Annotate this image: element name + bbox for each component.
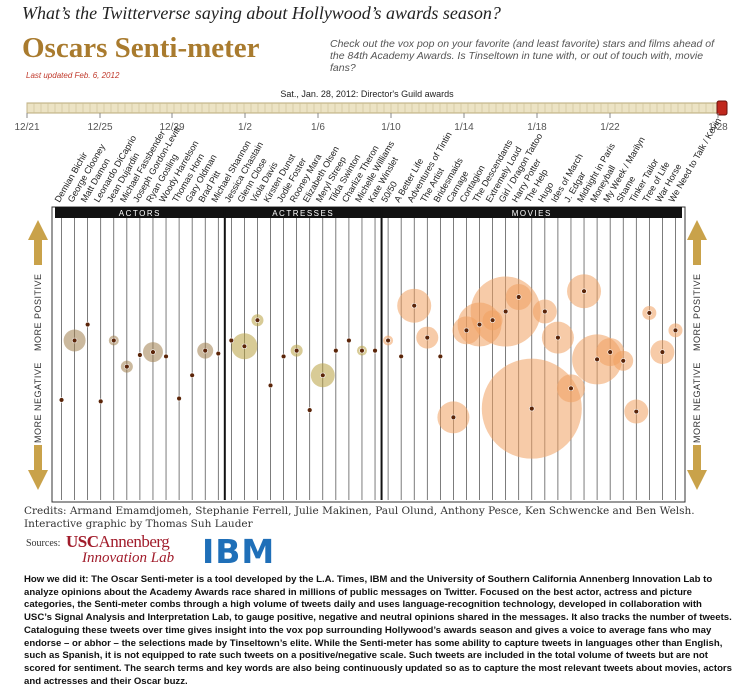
center-dot — [333, 347, 339, 354]
timeline-tick-label: 12/21 — [14, 122, 39, 133]
how-text: The Oscar Senti-meter is a tool develope… — [24, 574, 732, 687]
center-dot — [124, 363, 130, 370]
sources-label: Sources: — [26, 538, 61, 549]
center-dot — [529, 405, 535, 412]
center-dot — [98, 398, 104, 405]
center-dot — [476, 321, 483, 328]
group-header-label: ACTRESSES — [272, 209, 334, 218]
center-dot — [555, 334, 561, 341]
timeline-tick-label: 1/6 — [311, 122, 325, 133]
negative-label: MORE NEGATIVE — [692, 362, 702, 443]
center-dot — [307, 407, 313, 413]
center-dot — [411, 303, 417, 309]
center-dot — [372, 347, 378, 354]
chart: Sat., Jan. 28, 2012: Director's Guild aw… — [14, 89, 728, 503]
timeline-tick-label: 12/25 — [87, 122, 112, 133]
center-dot — [202, 347, 208, 354]
arrow-label-bg — [690, 265, 704, 445]
center-dot — [398, 353, 404, 360]
kicker: What’s the Twitterverse saying about Hol… — [22, 3, 501, 23]
credits: Credits: Armand Emamdjomeh, Stephanie Fe… — [24, 505, 695, 530]
positive-label: MORE POSITIVE — [692, 273, 702, 351]
timeline-tick-label: 1/28 — [708, 122, 728, 133]
center-dot — [489, 317, 496, 323]
description: Check out the vox pop on your favorite (… — [330, 38, 715, 74]
center-dot — [150, 349, 156, 355]
center-dot — [385, 337, 391, 344]
last-updated: Last updated Feb. 6, 2012 — [26, 71, 120, 80]
group-header — [381, 207, 682, 218]
center-dot — [437, 353, 444, 360]
usc: USC — [66, 532, 99, 551]
title: Oscars Senti-meter — [22, 32, 260, 64]
usc-logo: USCAnnenberg — [66, 532, 170, 552]
center-dot — [111, 337, 117, 344]
center-dot — [320, 372, 326, 378]
center-dot — [71, 337, 78, 344]
timeline-tick-label: 1/2 — [238, 122, 252, 133]
timeline-tick-label: 1/18 — [527, 122, 547, 133]
center-dot — [215, 350, 221, 357]
annenberg: Annenberg — [98, 532, 170, 551]
center-dot — [542, 308, 548, 315]
arrow-label-bg — [31, 265, 45, 445]
group-header-label: MOVIES — [512, 209, 552, 218]
timeline-label: Sat., Jan. 28, 2012: Director's Guild aw… — [280, 89, 454, 99]
center-dot — [646, 310, 653, 316]
center-dot — [463, 327, 470, 334]
center-dot — [672, 327, 679, 334]
center-dot — [359, 347, 365, 354]
center-dot — [568, 385, 574, 392]
positive-label: MORE POSITIVE — [33, 273, 43, 351]
center-dot — [633, 408, 639, 415]
center-dot — [58, 397, 65, 403]
center-dot — [137, 352, 143, 358]
timeline-tick-label: 12/29 — [159, 122, 184, 133]
center-dot — [516, 294, 522, 300]
timeline-handle — [716, 100, 728, 116]
center-dot — [581, 288, 587, 294]
center-dot — [176, 395, 182, 402]
how-label: How we did it: — [24, 574, 89, 585]
center-dot — [241, 343, 248, 349]
center-dot — [659, 349, 666, 355]
center-dot — [346, 337, 352, 344]
innovation-lab: Innovation Lab — [82, 550, 175, 566]
how-we-did-it: How we did it: The Oscar Senti-meter is … — [24, 574, 732, 688]
center-dot — [450, 414, 457, 421]
timeline-tick-label: 1/14 — [454, 122, 474, 133]
category-label: We Need to Talk / Kevin — [667, 116, 724, 204]
center-dot — [267, 382, 274, 389]
center-dot — [163, 353, 169, 360]
center-dot — [189, 372, 195, 378]
negative-label: MORE NEGATIVE — [33, 362, 43, 443]
center-dot — [280, 353, 287, 360]
timeline-tick-label: 1/22 — [600, 122, 620, 133]
timeline-tick-label: 1/10 — [381, 122, 401, 133]
center-dot — [293, 347, 300, 354]
center-dot — [620, 358, 626, 364]
center-dot — [424, 334, 430, 341]
center-dot — [254, 317, 261, 323]
group-header — [55, 207, 225, 218]
center-dot — [607, 349, 613, 355]
group-header — [224, 207, 382, 218]
center-dot — [502, 308, 509, 315]
center-dot — [594, 356, 600, 363]
group-header-label: ACTORS — [119, 209, 161, 218]
center-dot — [84, 321, 91, 328]
center-dot — [228, 337, 235, 344]
ibm-logo: IBM — [202, 532, 276, 571]
